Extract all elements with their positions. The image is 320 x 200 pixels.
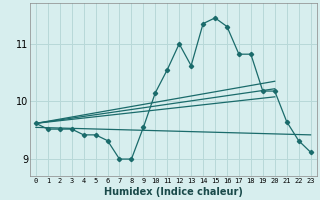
X-axis label: Humidex (Indice chaleur): Humidex (Indice chaleur) bbox=[104, 187, 243, 197]
